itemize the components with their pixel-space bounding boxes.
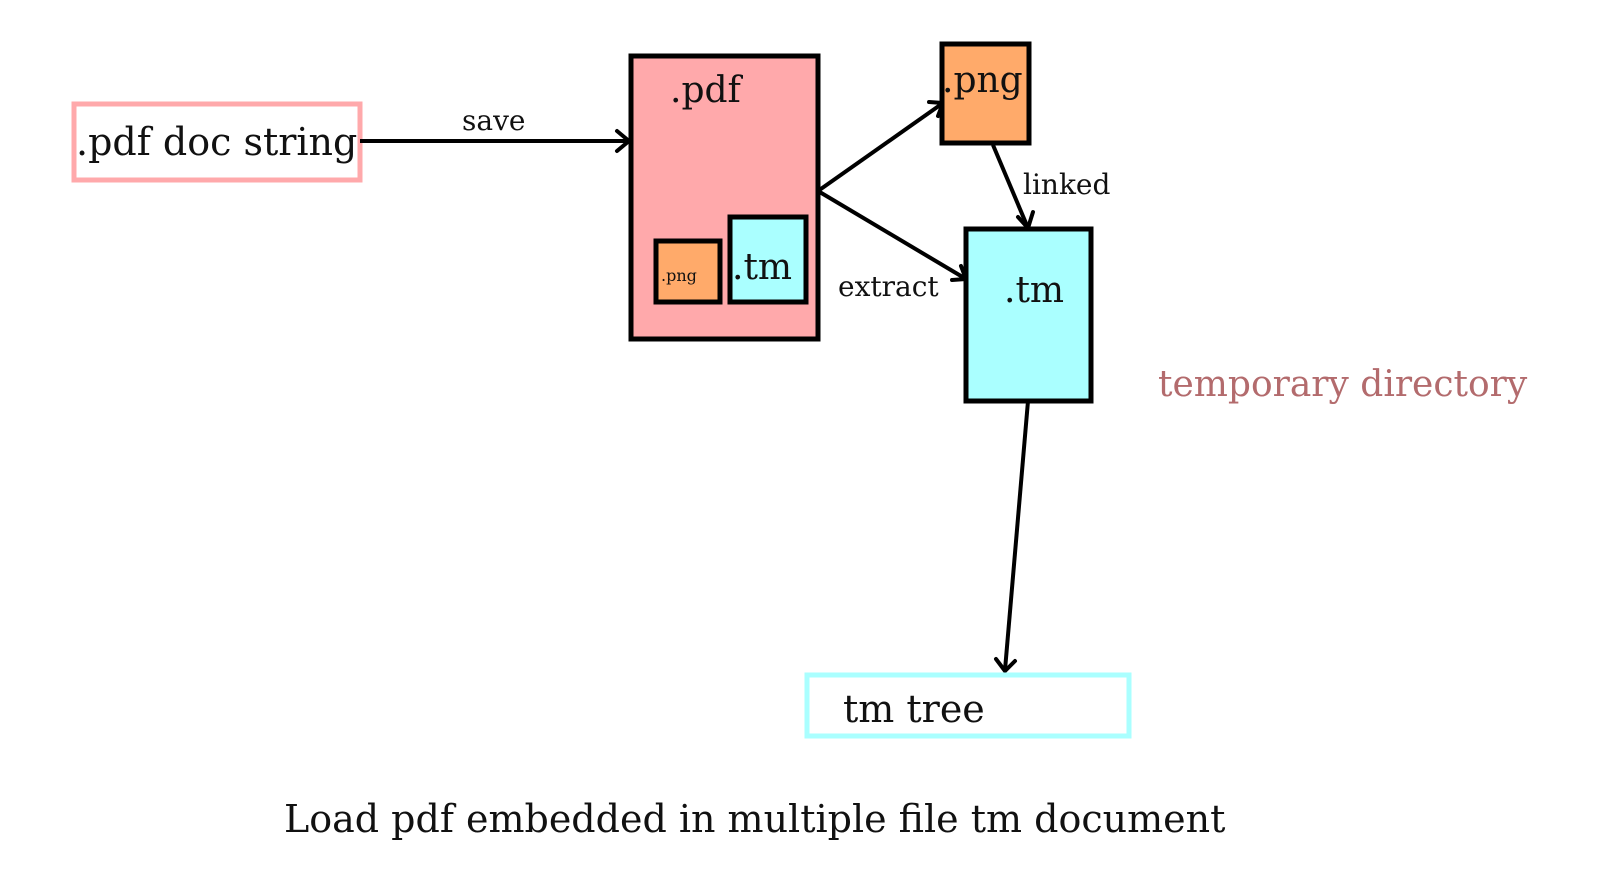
extract-edge-to-png <box>816 101 945 193</box>
tm-tree-box <box>804 672 1132 739</box>
pdf-doc-string-box <box>71 101 363 183</box>
save-edge-label: save <box>462 104 525 137</box>
temporary-directory-label: temporary directory <box>1158 364 1528 405</box>
png-file-label: .png <box>942 60 1023 101</box>
tm-tree-label: tm tree <box>843 687 985 731</box>
embedded-tm-box <box>727 214 809 305</box>
load-arrowhead <box>994 657 1017 673</box>
embedded-png-label: .png <box>661 266 697 285</box>
embedded-png-box <box>653 238 723 305</box>
pdf-file-label: .pdf <box>670 70 744 111</box>
pdf-doc-string-label: .pdf doc string <box>76 120 357 164</box>
diagram-caption: Load pdf embedded in multiple file tm do… <box>284 797 1225 841</box>
embedded-tm-label: .tm <box>732 247 792 288</box>
linked-edge <box>991 144 1030 229</box>
png-file-box <box>939 41 1032 146</box>
tm-file-box <box>963 226 1094 404</box>
load-edge <box>1003 400 1030 671</box>
extract-edge-to-tm <box>816 189 968 281</box>
linked-edge-label: linked <box>1023 168 1110 201</box>
extract-edge-label: extract <box>838 270 939 303</box>
tm-file-label: .tm <box>1004 270 1064 311</box>
